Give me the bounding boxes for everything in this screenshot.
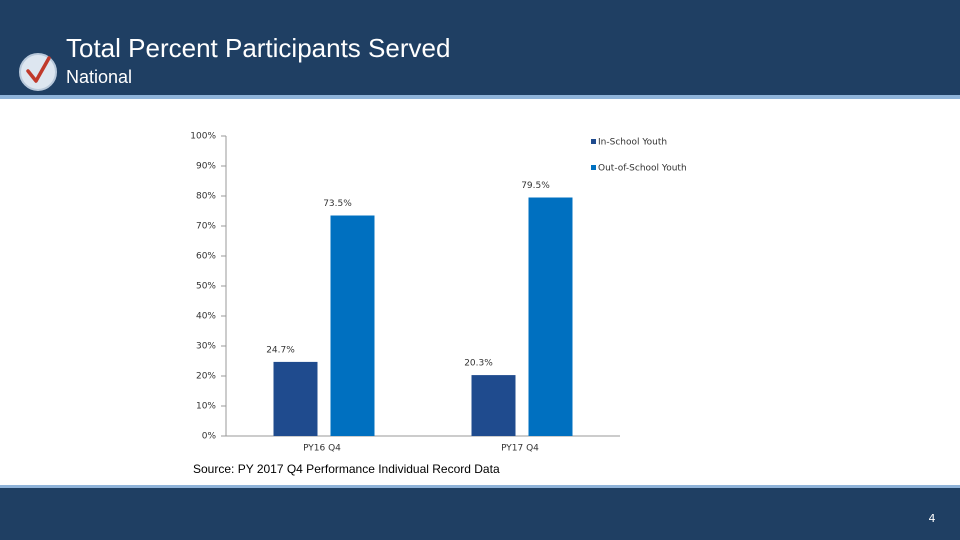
legend-label: In-School Youth (598, 138, 667, 148)
y-tick-label: 30% (196, 342, 216, 352)
y-tick-label: 40% (196, 312, 216, 322)
y-tick-label: 90% (196, 162, 216, 172)
y-tick-label: 100% (190, 132, 216, 142)
page-number: 4 (929, 512, 936, 525)
y-tick-label: 0% (202, 432, 217, 442)
bar (273, 361, 318, 436)
bar (528, 197, 573, 436)
data-label: 73.5% (323, 199, 352, 209)
data-label: 79.5% (521, 181, 550, 191)
slide-title: Total Percent Participants Served (66, 33, 450, 63)
y-tick-label: 60% (196, 252, 216, 262)
legend-label: Out-of-School Youth (598, 164, 687, 174)
y-tick-label: 20% (196, 372, 216, 382)
footer-band (0, 488, 960, 540)
x-tick-label: PY16 Q4 (303, 444, 341, 454)
legend-swatch (591, 165, 596, 170)
y-tick-label: 50% (196, 282, 216, 292)
slide-subtitle: National (66, 67, 132, 87)
data-label: 24.7% (266, 345, 295, 355)
source-note: Source: PY 2017 Q4 Performance Individua… (193, 462, 500, 476)
data-label: 20.3% (464, 359, 493, 369)
legend-swatch (591, 139, 596, 144)
header-rule (0, 95, 960, 99)
x-tick-label: PY17 Q4 (501, 444, 539, 454)
bar (471, 375, 516, 436)
header-band (0, 0, 960, 95)
y-tick-label: 70% (196, 222, 216, 232)
y-tick-label: 10% (196, 402, 216, 412)
y-tick-label: 80% (196, 192, 216, 202)
check-icon (19, 53, 57, 91)
bar (330, 215, 375, 436)
check-mark (26, 56, 51, 83)
footer-rule (0, 485, 960, 488)
